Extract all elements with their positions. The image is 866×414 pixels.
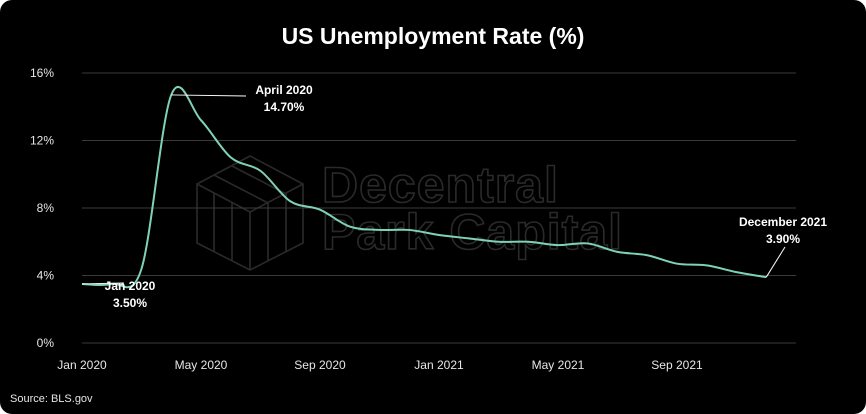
y-tick-label: 16% (30, 66, 54, 80)
y-tick-label: 12% (30, 134, 54, 148)
watermark-cube-icon (196, 155, 304, 271)
y-tick-label: 4% (37, 269, 55, 283)
annotations: Jan 2020 3.50% April 2020 14.70% December 20… (81, 83, 827, 310)
source-note: Source: BLS.gov (10, 393, 93, 405)
x-axis-ticks: Jan 2020 May 2020 Sep 2020 Jan 2021 May 2021… (57, 358, 703, 372)
y-axis-ticks: 0% 4% 8% 12% 16% (30, 66, 54, 350)
annotation-value: 3.50% (113, 296, 147, 310)
x-tick-label: May 2021 (532, 358, 585, 372)
annotation-value: 3.90% (766, 232, 800, 246)
annotation-leader (171, 94, 247, 97)
chart-title: US Unemployment Rate (%) (282, 23, 585, 49)
watermark: Decentral Park Capital (196, 155, 623, 271)
x-tick-label: Sep 2020 (294, 358, 346, 372)
annotation-leader (81, 282, 125, 285)
series-layer (81, 86, 767, 289)
watermark-line1: Decentral (322, 157, 559, 213)
y-tick-label: 0% (37, 336, 55, 350)
annotation-label: April 2020 (255, 83, 313, 97)
grid (82, 72, 796, 344)
y-tick-label: 8% (37, 201, 55, 215)
x-tick-label: Sep 2021 (651, 358, 703, 372)
annotation-leader (765, 246, 786, 278)
series-line (81, 86, 767, 289)
x-tick-label: May 2020 (175, 358, 228, 372)
annotation-label: December 2021 (739, 215, 827, 229)
x-tick-label: Jan 2021 (414, 358, 464, 372)
annotation: April 2020 14.70% (171, 83, 313, 114)
annotation-label: Jan 2020 (105, 279, 156, 293)
annotation-value: 14.70% (264, 100, 305, 114)
x-tick-label: Jan 2020 (57, 358, 107, 372)
annotation: Jan 2020 3.50% (81, 279, 156, 310)
watermark-line2: Park Capital (322, 204, 623, 260)
annotation: December 2021 3.90% (739, 215, 827, 278)
